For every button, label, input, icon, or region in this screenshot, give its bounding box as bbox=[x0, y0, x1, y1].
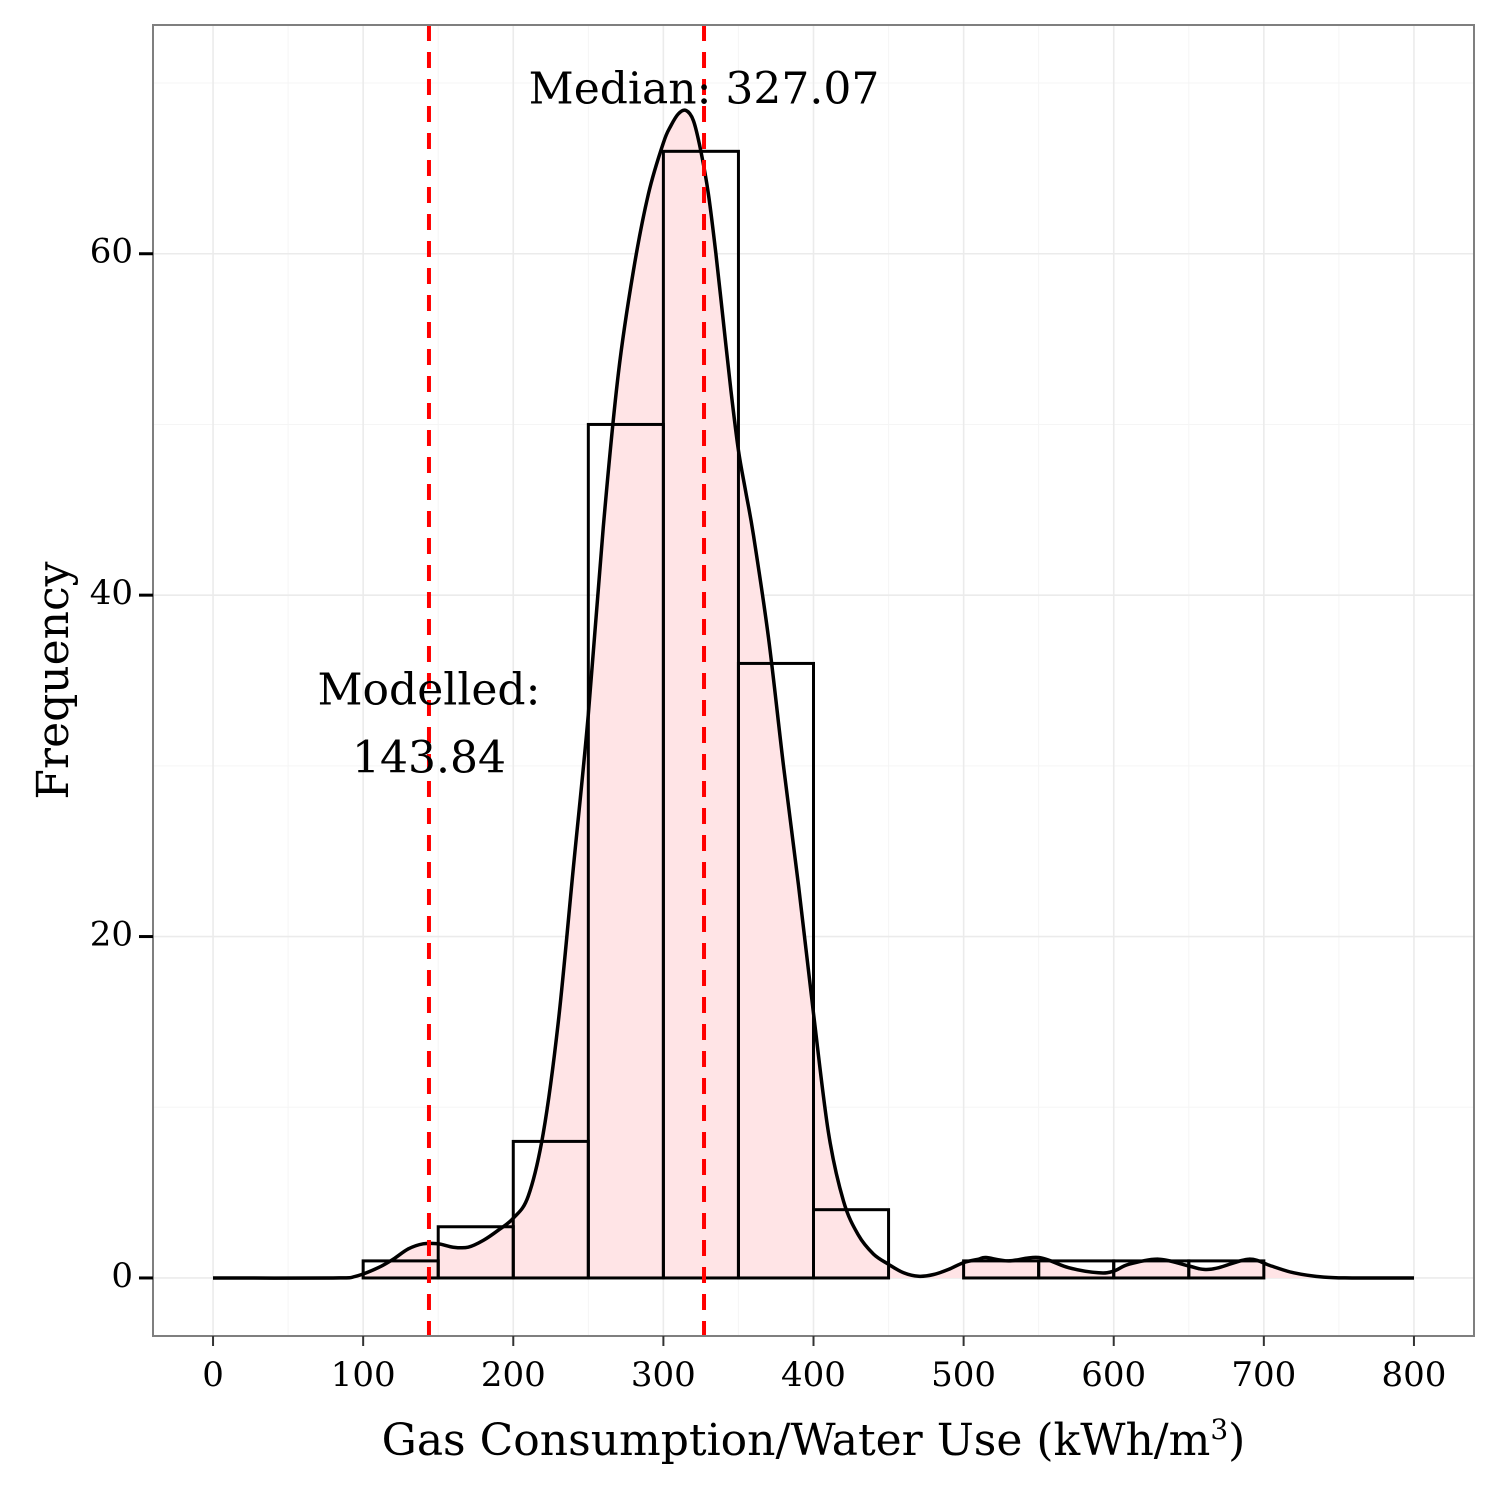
x-tick-label: 0 bbox=[202, 1355, 224, 1395]
y-tick-label: 40 bbox=[90, 573, 133, 613]
x-tick-label: 700 bbox=[1231, 1355, 1296, 1395]
x-axis-title-superscript: 3 bbox=[1210, 1413, 1228, 1446]
x-tick-label: 300 bbox=[631, 1355, 696, 1395]
y-tick-label: 0 bbox=[111, 1256, 133, 1296]
annotation-line: 143.84 bbox=[352, 732, 506, 783]
x-tick-label: 500 bbox=[931, 1355, 996, 1395]
x-axis: 0 100 200 300 400 500 600 700 800 bbox=[202, 1336, 1446, 1395]
annotations: Median: 327.07 Modelled: 143.84 bbox=[318, 63, 880, 783]
histogram-bar bbox=[736, 661, 815, 1280]
histogram-bar bbox=[812, 1208, 891, 1280]
reference-lines bbox=[426, 25, 707, 1336]
histogram-bar bbox=[1187, 1259, 1266, 1280]
annotation-label: Modelled: 143.84 bbox=[318, 664, 541, 783]
x-tick-label: 100 bbox=[331, 1355, 396, 1395]
x-axis-title: Gas Consumption/Water Use (kWh/m3) bbox=[382, 1413, 1246, 1466]
x-axis-title-suffix: ) bbox=[1228, 1415, 1245, 1466]
density-line bbox=[212, 108, 1415, 1280]
x-axis-title-main: Gas Consumption/Water Use (kWh/m bbox=[382, 1415, 1211, 1466]
x-tick-label: 600 bbox=[1081, 1355, 1146, 1395]
y-axis-title: Frequency bbox=[28, 561, 79, 799]
histogram-bars bbox=[361, 149, 1266, 1280]
y-tick-label: 20 bbox=[90, 915, 133, 955]
x-tick-label: 200 bbox=[481, 1355, 546, 1395]
annotation-line: Modelled: bbox=[318, 664, 541, 715]
x-tick-label: 400 bbox=[781, 1355, 846, 1395]
y-tick-label: 60 bbox=[90, 232, 133, 272]
annotation-label: Median: 327.07 bbox=[529, 63, 880, 114]
y-axis: 0 20 40 60 bbox=[90, 232, 153, 1296]
annotation-line: Median: 327.07 bbox=[529, 63, 880, 114]
x-tick-label: 800 bbox=[1382, 1355, 1447, 1395]
